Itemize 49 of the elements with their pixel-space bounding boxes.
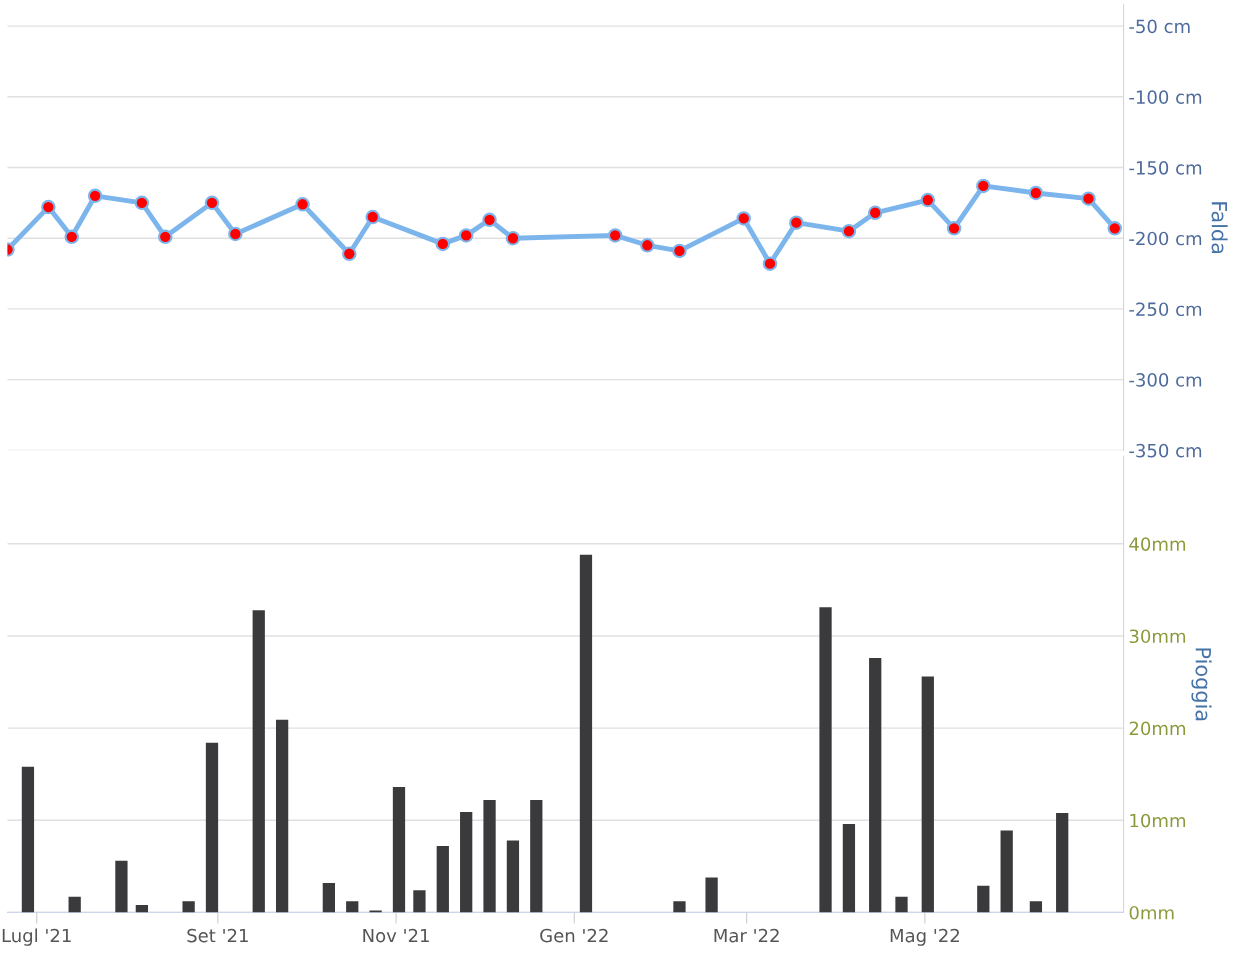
y-tick-label: 40mm <box>1129 537 1186 551</box>
y-tick-label: -200 cm <box>1129 231 1202 246</box>
y-tick-label: 30mm <box>1129 629 1186 644</box>
bar <box>115 860 128 913</box>
y-tick-label: 20mm <box>1129 721 1186 736</box>
x-tick-label: Gen '22 <box>540 928 608 943</box>
y-tick-label: -100 cm <box>1129 90 1202 104</box>
y-tick-label: -250 cm <box>1129 302 1202 317</box>
bar <box>275 719 289 913</box>
bar <box>68 896 81 913</box>
x-tick-label: Mar '22 <box>714 928 779 943</box>
bar <box>135 905 149 913</box>
x-tick-label: Set '21 <box>187 928 248 943</box>
bar <box>530 799 543 913</box>
y-axis-title: Pioggia <box>1191 648 1212 721</box>
bar <box>869 658 882 913</box>
bar <box>921 676 934 913</box>
y-tick-label: 10mm <box>1130 813 1186 828</box>
bar <box>895 896 908 913</box>
bar <box>182 901 195 913</box>
bar <box>21 766 35 913</box>
bar <box>413 890 426 913</box>
y-tick-label: 0mm <box>1129 905 1174 920</box>
bar <box>673 901 686 913</box>
x-tick-label: Nov '21 <box>363 928 429 943</box>
y-tick-label: -300 cm <box>1129 373 1202 387</box>
bar <box>506 840 520 913</box>
bar <box>392 787 406 913</box>
y-tick-label: -350 cm <box>1129 443 1202 458</box>
bar <box>819 607 832 913</box>
bar <box>1029 901 1043 913</box>
bar <box>205 742 219 913</box>
x-tick-label: Mag '22 <box>890 928 959 946</box>
bar <box>483 799 496 913</box>
bar <box>252 610 265 913</box>
bar <box>705 877 718 913</box>
bar <box>460 811 473 913</box>
bar <box>977 885 990 913</box>
y-tick-label: -150 cm <box>1129 160 1202 175</box>
bar <box>1056 812 1069 913</box>
y-axis-title: Falda <box>1211 202 1228 254</box>
x-tick-label: Lugl '21 <box>2 928 71 946</box>
bar <box>842 823 856 913</box>
bar <box>1000 830 1013 913</box>
y-tick-label: -50 cm <box>1129 19 1190 34</box>
bar <box>436 846 449 913</box>
bar <box>346 901 359 913</box>
bar <box>579 554 593 913</box>
bar <box>322 882 335 913</box>
